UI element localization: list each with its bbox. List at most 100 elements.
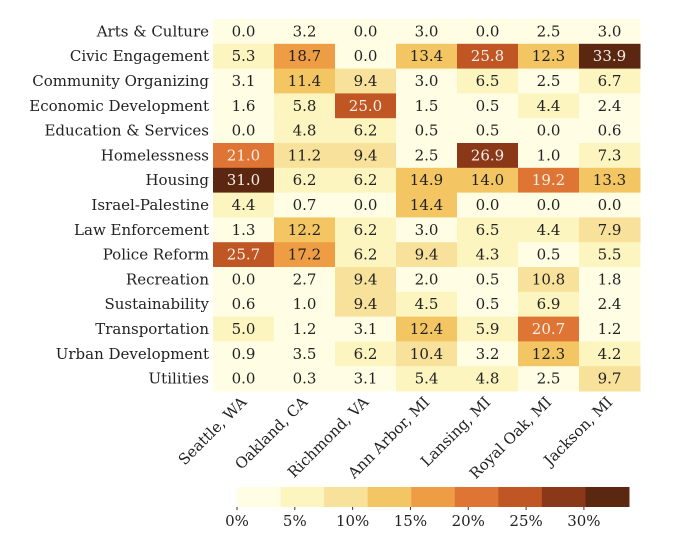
cell-value-label: 10.8 (532, 270, 565, 288)
cell-value-label: 0.0 (232, 370, 256, 388)
colorbar-bin (585, 487, 630, 507)
heatmap-cell (579, 316, 641, 342)
heatmap-cell (335, 143, 397, 169)
heatmap-cells: 0.0 3.2 0.0 3.0 0.0 2.5 3.0 5.3 18.7 0.0 13.4 25.8 1… (213, 19, 641, 392)
cell-value-label: 4.2 (598, 345, 622, 363)
cell-value-label: 0.0 (354, 196, 378, 214)
heatmap-cell (274, 366, 336, 392)
heatmap-cell (579, 167, 641, 194)
cell-value-label: 6.2 (293, 171, 317, 189)
heatmap-cell (213, 68, 275, 94)
cell-value-label: 33.9 (593, 47, 626, 65)
heatmap-cell (457, 192, 519, 218)
heatmap-cell (335, 267, 397, 293)
heatmap-cell (396, 118, 458, 144)
heatmap-cell (274, 143, 336, 169)
heatmap-cell (396, 167, 458, 194)
cell-value-label: 25.7 (227, 246, 260, 264)
cell-value-label: 1.8 (598, 270, 622, 288)
cell-value-label: 6.2 (354, 246, 378, 264)
cell-value-label: 4.3 (476, 246, 500, 264)
cell-value-label: 11.4 (288, 72, 321, 90)
colorbar-bin (280, 487, 325, 507)
heatmap-cell (579, 341, 641, 367)
heatmap-cell (457, 43, 519, 70)
cell-value-label: 4.8 (293, 122, 317, 140)
cell-value-label: 11.2 (288, 146, 321, 164)
heatmap-cell (396, 192, 458, 218)
heatmap-cell (213, 192, 275, 218)
row-label: Transportation (95, 320, 209, 338)
cell-value-label: 0.6 (232, 295, 256, 313)
heatmap-cell (213, 341, 275, 367)
heatmap-cell (518, 19, 580, 45)
heatmap-cell (274, 118, 336, 144)
heatmap-cell (213, 291, 275, 318)
cell-value-label: 7.3 (598, 146, 622, 164)
colorbar-bin (324, 487, 369, 507)
cell-value-label: 6.2 (354, 345, 378, 363)
cell-value-label: 6.2 (354, 122, 378, 140)
heatmap-cell (335, 68, 397, 94)
heatmap-cell (518, 291, 580, 318)
cell-value-label: 0.0 (476, 22, 500, 40)
cell-value-label: 1.2 (598, 320, 622, 338)
row-label: Law Enforcement (74, 221, 209, 239)
colorbar-tick-label: 10% (336, 512, 369, 530)
row-label: Housing (145, 171, 209, 189)
heatmap-cell (457, 19, 519, 45)
heatmap-cell (457, 341, 519, 367)
cell-value-label: 2.5 (537, 22, 561, 40)
cell-value-label: 12.4 (410, 320, 443, 338)
cell-value-label: 3.2 (476, 345, 500, 363)
heatmap-cell (457, 242, 519, 268)
colorbar-tick-label: 0% (225, 512, 249, 530)
colorbar-tick-label: 30% (567, 512, 600, 530)
cell-value-label: 13.4 (410, 47, 443, 65)
heatmap-cell (579, 366, 641, 392)
cell-value-label: 0.5 (537, 246, 561, 264)
heatmap-cell (274, 242, 336, 268)
cell-value-label: 4.5 (415, 295, 439, 313)
cell-value-label: 3.1 (232, 72, 256, 90)
cell-value-label: 12.3 (532, 345, 565, 363)
cell-value-label: 5.8 (293, 97, 317, 115)
cell-value-label: 31.0 (227, 171, 260, 189)
row-label: Economic Development (29, 97, 209, 115)
cell-value-label: 0.0 (476, 196, 500, 214)
heatmap-cell (579, 143, 641, 169)
heatmap-cell (579, 93, 641, 119)
heatmap-cell (213, 167, 275, 194)
cell-value-label: 1.0 (537, 146, 561, 164)
cell-value-label: 0.0 (354, 22, 378, 40)
colorbar-bin (498, 487, 543, 507)
heatmap-cell (335, 19, 397, 45)
heatmap-cell (213, 43, 275, 70)
cell-value-label: 7.9 (598, 221, 622, 239)
cell-value-label: 5.0 (232, 320, 256, 338)
heatmap-cell (396, 291, 458, 318)
cell-value-label: 25.0 (349, 97, 382, 115)
cell-value-label: 4.4 (537, 221, 561, 239)
cell-value-label: 2.4 (598, 295, 622, 313)
heatmap-cell (396, 43, 458, 70)
cell-value-label: 6.2 (354, 221, 378, 239)
heatmap-cell (335, 167, 397, 194)
heatmap-cell (457, 143, 519, 169)
heatmap-cell (579, 267, 641, 293)
heatmap-cell (274, 316, 336, 342)
cell-value-label: 6.5 (476, 72, 500, 90)
heatmap-cell (335, 291, 397, 318)
heatmap-cell (274, 19, 336, 45)
row-label: Urban Development (56, 345, 209, 363)
cell-value-label: 0.0 (232, 122, 256, 140)
colorbar-bin (237, 487, 282, 507)
heatmap-cell (396, 19, 458, 45)
cell-value-label: 5.3 (232, 47, 256, 65)
heatmap-cell (274, 341, 336, 367)
cell-value-label: 0.5 (476, 97, 500, 115)
row-label: Arts & Culture (96, 22, 209, 40)
heatmap-cell (213, 267, 275, 293)
cell-value-label: 0.0 (598, 196, 622, 214)
row-labels: Arts & Culture Civic Engagement Community … (29, 22, 209, 387)
